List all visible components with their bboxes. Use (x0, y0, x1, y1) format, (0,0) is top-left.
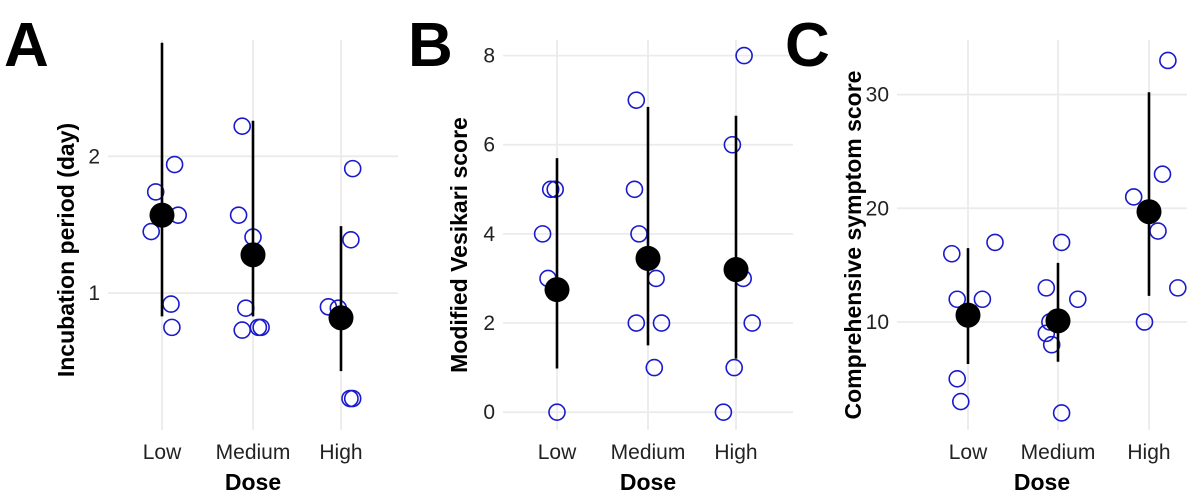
y-tick-label: 8 (483, 45, 495, 68)
x-tick-labels: Low Medium High (143, 441, 363, 464)
panel-a: A 12 Low Medium High Incubation period (da… (4, 11, 398, 495)
y-tick-label: 2 (483, 312, 495, 335)
data-point (986, 233, 1004, 252)
data-point (342, 230, 360, 249)
data-point (735, 46, 753, 65)
y-tick-label: 0 (483, 401, 495, 424)
mean-marker (328, 305, 354, 331)
data-point (652, 314, 671, 332)
y-axis-title: Comprehensive symptom score (840, 71, 866, 420)
data-point (343, 389, 362, 408)
data-point (146, 183, 165, 201)
y-tick-label: 6 (483, 134, 495, 157)
y-tick-label: 20 (866, 197, 889, 220)
grid (897, 40, 1187, 430)
x-tick-labels: Low Medium High (538, 441, 758, 464)
data-point (948, 370, 967, 388)
data-point (725, 358, 744, 377)
y-tick-label: 1 (88, 282, 100, 305)
x-tick-label: Low (143, 441, 182, 464)
data-point (548, 403, 566, 421)
data-point (1069, 290, 1087, 309)
data-point (1135, 313, 1154, 331)
data-marks (142, 42, 362, 408)
y-axis-title: Incubation period (day) (53, 123, 79, 377)
data-point (163, 318, 181, 337)
x-axis-title: Dose (620, 469, 676, 495)
data-marks (942, 51, 1187, 422)
y-tick-label: 10 (866, 311, 889, 334)
mean-marker (544, 277, 570, 303)
x-tick-label: Medium (611, 441, 686, 464)
panel-letter-c: C (785, 11, 830, 80)
data-point (1124, 188, 1143, 206)
x-axis-title: Dose (225, 469, 281, 495)
data-point (533, 225, 552, 243)
data-point (1037, 279, 1056, 297)
data-point (1052, 233, 1071, 252)
x-tick-label: High (714, 441, 757, 464)
data-point (948, 290, 967, 309)
data-point (142, 222, 160, 241)
mean-marker (723, 257, 749, 283)
data-marks (533, 46, 762, 421)
mean-marker (635, 245, 661, 271)
x-tick-label: High (319, 441, 362, 464)
data-point (973, 290, 992, 309)
data-point (1037, 324, 1056, 343)
data-point (229, 206, 248, 224)
y-tick-labels: 10 20 30 (866, 84, 889, 334)
data-point (625, 180, 644, 199)
y-tick-label: 4 (483, 223, 495, 246)
data-point (165, 155, 184, 174)
x-axis-title: Dose (1014, 469, 1070, 495)
x-tick-label: Medium (1021, 441, 1096, 464)
panel-letter-a: A (4, 11, 49, 80)
panel-letter-b: B (408, 11, 453, 80)
y-tick-label: 2 (88, 145, 100, 168)
data-point (252, 318, 270, 337)
data-point (951, 392, 970, 411)
data-point (1153, 165, 1172, 183)
data-point (647, 269, 665, 288)
x-tick-label: Low (949, 441, 988, 464)
data-point (237, 299, 255, 318)
data-point (723, 135, 742, 154)
data-point (743, 314, 762, 332)
data-point (541, 180, 560, 199)
data-point (714, 403, 733, 421)
data-point (162, 295, 180, 313)
x-tick-label: High (1127, 441, 1170, 464)
data-point (546, 180, 565, 199)
x-tick-label: Medium (216, 441, 291, 464)
y-tick-labels: 0 2 4 6 8 (483, 45, 495, 425)
mean-marker (240, 242, 266, 268)
panel-c: C 10 20 30 Low Medium High Comprehensive sym… (785, 11, 1187, 495)
data-point (627, 91, 646, 109)
data-point (1169, 279, 1187, 297)
mean-marker (955, 302, 981, 328)
y-tick-label: 30 (866, 84, 889, 107)
data-point (343, 159, 362, 178)
data-point (942, 244, 961, 263)
y-axis-title: Modified Vesikari score (446, 117, 472, 373)
mean-marker (1136, 199, 1162, 225)
data-point (1149, 222, 1167, 240)
data-point (233, 117, 251, 136)
mean-marker (1045, 308, 1071, 334)
x-tick-labels: Low Medium High (949, 441, 1171, 464)
y-tick-labels: 12 (88, 145, 100, 305)
data-point (233, 321, 251, 339)
mean-marker (149, 202, 175, 228)
data-point (1159, 51, 1177, 70)
panel-b: B 0 2 4 6 8 Low Medium High Modified Vesikari … (408, 11, 793, 495)
data-point (1052, 404, 1071, 422)
x-tick-label: Low (538, 441, 577, 464)
data-point (1042, 335, 1061, 354)
data-point (627, 314, 646, 332)
data-point (645, 358, 664, 377)
